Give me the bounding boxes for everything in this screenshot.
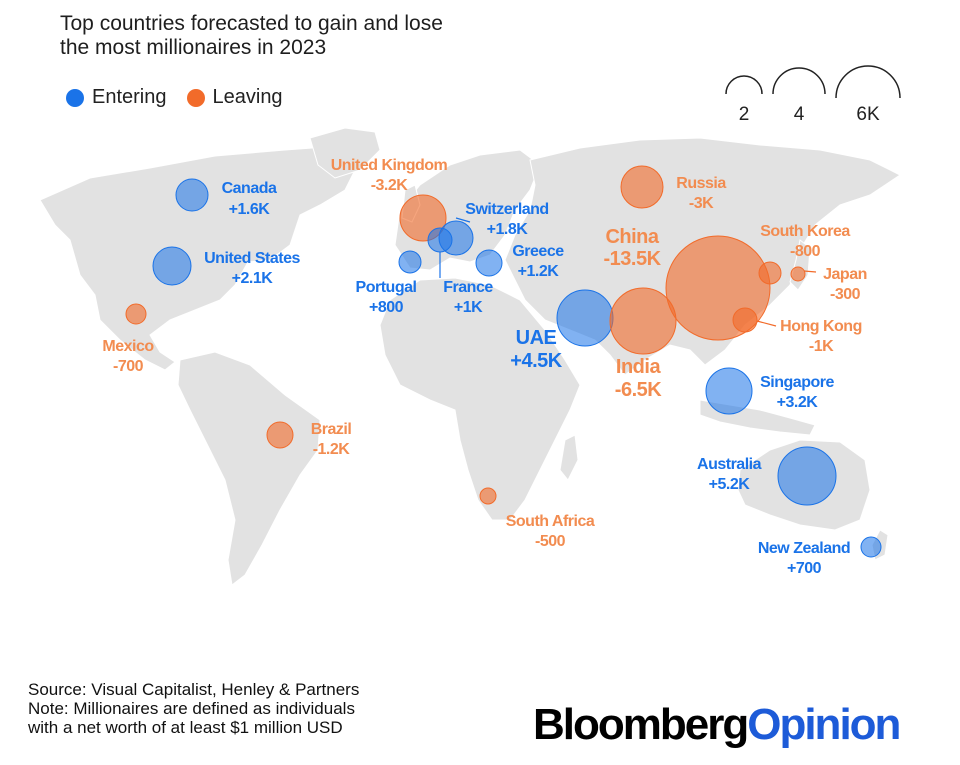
label-south-korea-name: South Korea <box>760 223 850 240</box>
label-singapore-name: Singapore <box>760 374 834 391</box>
label-mexico-name: Mexico <box>102 338 154 355</box>
label-singapore-value: +3.2K <box>777 394 819 411</box>
legend-entering-label: Entering <box>92 86 167 108</box>
label-south-africa-value: -500 <box>535 533 566 550</box>
label-canada-name: Canada <box>222 180 277 197</box>
size-arc-medium <box>772 67 826 95</box>
title-line-2: the most millionaires in 2023 <box>60 36 327 59</box>
label-japan-name: Japan <box>823 266 867 283</box>
label-portugal-name: Portugal <box>356 279 417 296</box>
label-south-africa-name: South Africa <box>506 513 595 530</box>
north-america-shape <box>39 145 361 371</box>
title-line-1: Top countries forecasted to gain and los… <box>60 12 443 35</box>
entering-dot-icon <box>66 88 84 107</box>
label-mexico-value: -700 <box>113 358 144 375</box>
label-switzerland-name: Switzerland <box>465 201 548 218</box>
label-new-zealand-value: +700 <box>787 560 822 577</box>
bubble-russia[interactable] <box>620 165 664 209</box>
label-uae-name: UAE <box>516 327 557 349</box>
madagascar-shape <box>559 434 579 481</box>
bubbles <box>125 165 882 558</box>
bloomberg-opinion-logo: BloombergOpinion <box>533 700 901 750</box>
bubble-south-africa[interactable] <box>479 487 497 505</box>
label-japan-value: -300 <box>830 286 861 303</box>
south-america-shape <box>177 351 321 586</box>
bubble-india[interactable] <box>609 287 677 355</box>
chart-title: Top countries forecasted to gain and los… <box>60 12 580 60</box>
bubble-hong-kong[interactable] <box>732 307 758 333</box>
note-line-2: with a net worth of at least $1 million … <box>28 718 343 737</box>
bubble-japan[interactable] <box>790 266 806 282</box>
label-india-value: -6.5K <box>615 379 662 401</box>
label-greece-value: +1.2K <box>518 263 560 280</box>
label-australia-value: +5.2K <box>709 476 751 493</box>
land-masses <box>39 127 901 586</box>
africa-shape <box>379 277 581 521</box>
leader-lines <box>439 217 817 327</box>
bubble-mexico[interactable] <box>125 303 147 325</box>
label-hong-kong-value: -1K <box>809 338 834 355</box>
label-south-korea-value: -800 <box>790 243 821 260</box>
bubble-canada[interactable] <box>175 178 209 212</box>
legend-leaving: Leaving <box>186 86 283 109</box>
label-greece-name: Greece <box>512 243 564 260</box>
legend-entering: Entering <box>66 86 167 109</box>
leader-switzerland <box>455 217 471 223</box>
size-label-6k: 6K <box>856 104 880 125</box>
label-us-value: +2.1K <box>232 270 274 287</box>
label-china-value: -13.5K <box>603 248 661 270</box>
bubble-switzerland[interactable] <box>438 220 474 256</box>
size-label-4: 4 <box>794 104 805 125</box>
size-legend: 2 4 6K <box>725 65 901 125</box>
label-hong-kong-name: Hong Kong <box>780 318 862 335</box>
label-china-name: China <box>605 226 659 248</box>
source-line: Source: Visual Capitalist, Henley & Part… <box>28 680 360 699</box>
brand-opinion: Opinion <box>747 700 901 749</box>
bubble-singapore[interactable] <box>705 367 753 415</box>
bubble-australia[interactable] <box>777 446 837 506</box>
label-australia-name: Australia <box>697 456 762 473</box>
leaving-dot-icon <box>186 88 205 107</box>
leader-japan <box>803 270 817 273</box>
label-uk-value: -3.2K <box>371 177 409 194</box>
bubble-portugal[interactable] <box>398 250 422 274</box>
label-russia-name: Russia <box>676 175 726 192</box>
label-brazil-name: Brazil <box>311 421 352 438</box>
source-note: Source: Visual Capitalist, Henley & Part… <box>28 680 498 737</box>
bubble-south-korea[interactable] <box>758 261 782 285</box>
label-brazil-value: -1.2K <box>313 441 351 458</box>
legend-leaving-label: Leaving <box>212 86 283 108</box>
color-legend: Entering Leaving <box>66 86 303 109</box>
size-label-2: 2 <box>739 104 750 125</box>
note-line-1: Note: Millionaires are defined as indivi… <box>28 699 355 718</box>
label-portugal-value: +800 <box>369 299 404 316</box>
country-labels: Canada +1.6K United States +2.1K Mexico … <box>102 157 867 577</box>
bubble-brazil[interactable] <box>266 421 294 449</box>
label-canada-value: +1.6K <box>229 201 271 218</box>
label-switzerland-value: +1.8K <box>487 221 529 238</box>
size-arc-large <box>835 65 901 99</box>
label-uae-value: +4.5K <box>510 350 562 372</box>
greenland-shape <box>309 127 381 179</box>
label-new-zealand-name: New Zealand <box>758 540 850 557</box>
leader-hong-kong <box>756 320 777 327</box>
bubble-united-states[interactable] <box>152 246 192 286</box>
label-russia-value: -3K <box>689 195 714 212</box>
size-arc-small <box>725 75 763 95</box>
bubble-greece[interactable] <box>475 249 503 277</box>
label-uk-name: United Kingdom <box>331 157 448 174</box>
bubble-uae[interactable] <box>556 289 614 347</box>
label-india-name: India <box>616 356 662 378</box>
label-france-name: France <box>443 279 493 296</box>
label-us-name: United States <box>204 250 300 267</box>
brand-bloomberg: Bloomberg <box>533 700 749 749</box>
bubble-new-zealand[interactable] <box>860 536 882 558</box>
label-france-value: +1K <box>454 299 483 316</box>
